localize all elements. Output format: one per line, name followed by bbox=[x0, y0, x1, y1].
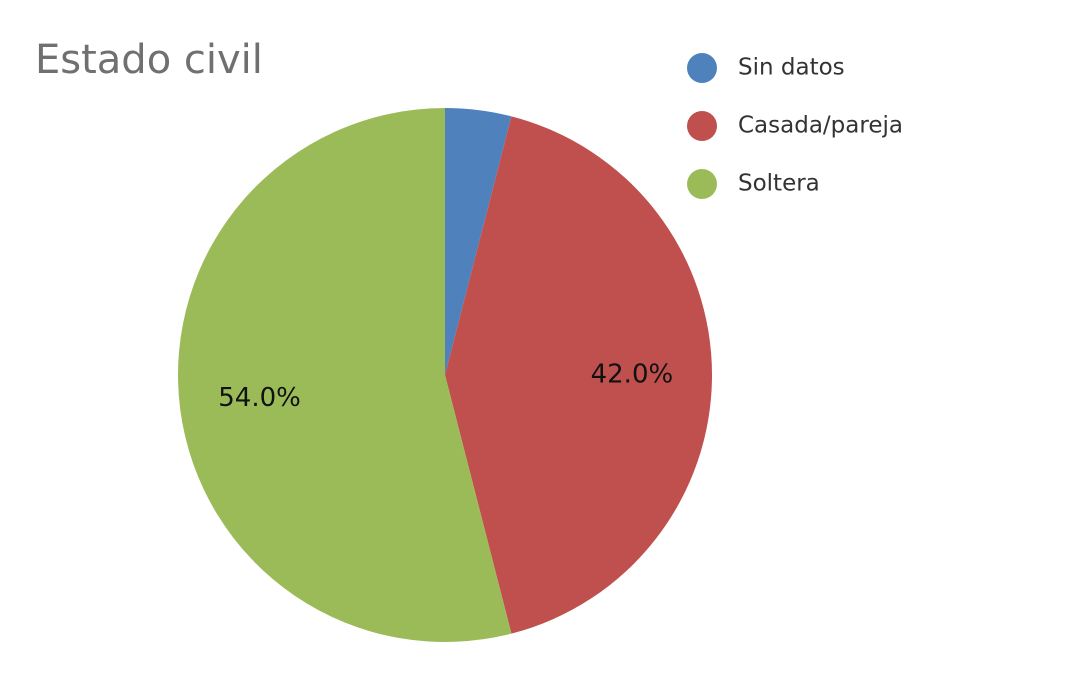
legend-label: Casada/pareja bbox=[738, 113, 903, 139]
data-label: 54.0% bbox=[218, 383, 301, 413]
legend-marker bbox=[687, 53, 717, 83]
pie-slice bbox=[178, 108, 512, 642]
legend-marker bbox=[687, 111, 717, 141]
legend-label: Soltera bbox=[738, 171, 820, 197]
legend-label: Sin datos bbox=[738, 55, 845, 81]
pie-slice bbox=[445, 108, 512, 375]
legend-marker bbox=[687, 169, 717, 199]
chart-title: Estado civil bbox=[35, 37, 263, 83]
data-label: 42.0% bbox=[591, 360, 674, 390]
pie-slice bbox=[445, 116, 713, 634]
